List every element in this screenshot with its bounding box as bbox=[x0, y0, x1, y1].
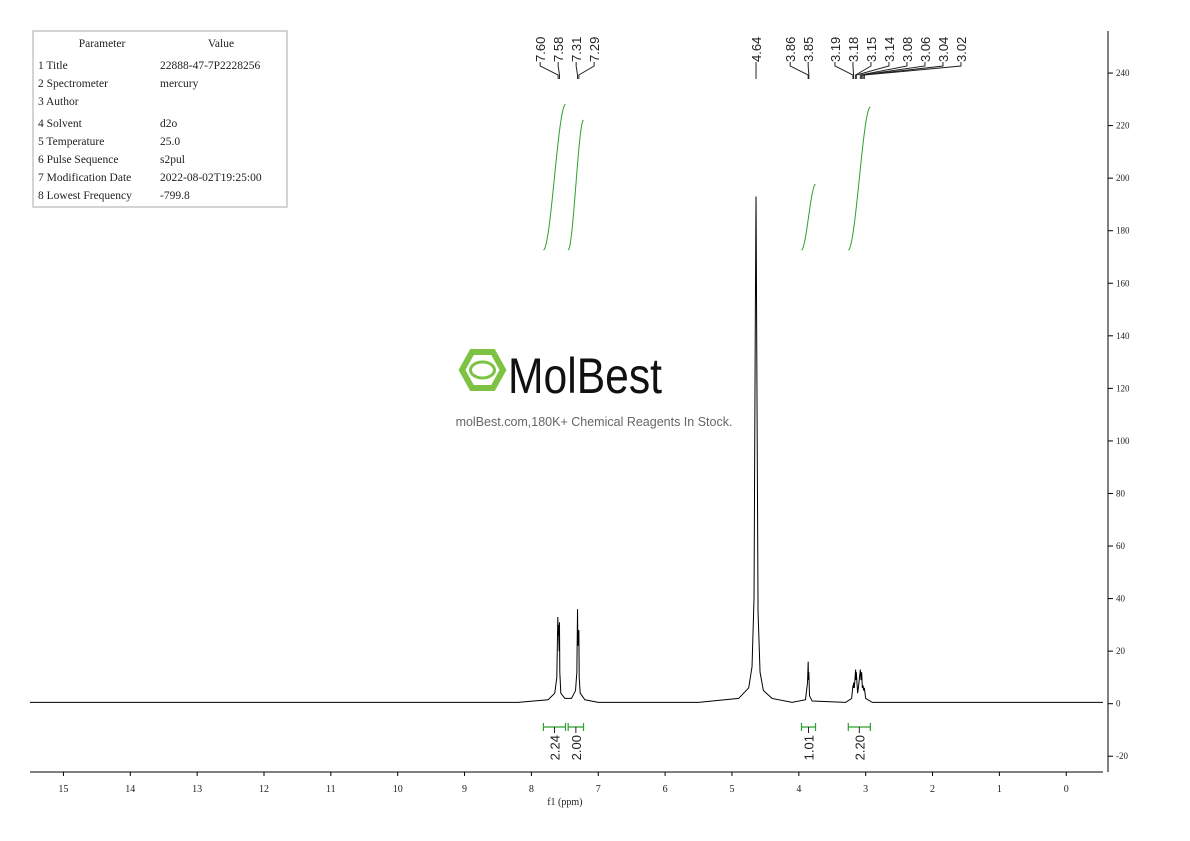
x-tick-label: 10 bbox=[393, 784, 403, 795]
peak-connector bbox=[859, 62, 908, 79]
peak-connector bbox=[578, 62, 595, 79]
logo-hexagon bbox=[458, 349, 507, 391]
peak-connector bbox=[539, 62, 559, 79]
peak-connector bbox=[834, 62, 854, 79]
x-tick-label: 0 bbox=[1064, 784, 1069, 795]
y-tick-label: 80 bbox=[1116, 488, 1126, 498]
logo-ring bbox=[469, 360, 496, 380]
integral-label: 2.24 bbox=[547, 735, 562, 760]
y-tick-label: 140 bbox=[1116, 331, 1130, 341]
integral-curve bbox=[848, 106, 871, 251]
integral-curve bbox=[543, 103, 566, 251]
y-tick-label: 0 bbox=[1116, 699, 1121, 709]
y-tick-label: 200 bbox=[1116, 173, 1130, 183]
peak-label: 3.18 bbox=[846, 37, 861, 62]
peak-label: 7.29 bbox=[587, 37, 602, 62]
integral-label: 2.00 bbox=[569, 735, 584, 760]
table-cell: mercury bbox=[160, 78, 199, 90]
peak-label: 3.85 bbox=[801, 37, 816, 62]
y-tick-label: 240 bbox=[1116, 68, 1130, 78]
y-tick-label: 100 bbox=[1116, 436, 1130, 446]
peak-label: 3.86 bbox=[783, 37, 798, 62]
integral-curve bbox=[801, 183, 816, 251]
peak-label: 3.15 bbox=[864, 37, 879, 62]
watermark: MolBest molBest.com,180K+ Chemical Reage… bbox=[456, 348, 733, 429]
x-tick-label: 2 bbox=[930, 784, 935, 795]
peak-label: 3.14 bbox=[882, 37, 897, 62]
peak-connector bbox=[855, 62, 872, 79]
table-cell: 6 Pulse Sequence bbox=[38, 154, 118, 166]
x-tick-label: 13 bbox=[192, 784, 202, 795]
y-tick-label: 120 bbox=[1116, 383, 1130, 393]
table-cell: 2 Spectrometer bbox=[38, 78, 108, 90]
peak-connector bbox=[575, 62, 579, 79]
peak-connector bbox=[861, 62, 926, 79]
peak-connector bbox=[557, 62, 560, 79]
peak-label: 7.58 bbox=[551, 37, 566, 62]
x-tick-label: 9 bbox=[462, 784, 467, 795]
table-header: Value bbox=[208, 38, 234, 50]
peak-label: 3.02 bbox=[954, 37, 969, 62]
x-tick-label: 12 bbox=[259, 784, 269, 795]
table-cell: 1 Title bbox=[38, 60, 68, 72]
integral-curve bbox=[567, 119, 584, 251]
peak-label: 3.06 bbox=[918, 37, 933, 62]
x-tick-label: 5 bbox=[729, 784, 734, 795]
peak-connector bbox=[855, 62, 890, 79]
table-cell: 25.0 bbox=[160, 136, 180, 148]
y-tick-label: 220 bbox=[1116, 121, 1130, 131]
y-tick-label: 60 bbox=[1116, 541, 1126, 551]
peak-label: 3.04 bbox=[936, 37, 951, 62]
peak-label: 7.31 bbox=[569, 37, 584, 62]
x-tick-label: 7 bbox=[596, 784, 601, 795]
x-tick-label: 11 bbox=[326, 784, 336, 795]
table-cell: 3 Author bbox=[38, 96, 79, 108]
peak-label: 4.64 bbox=[749, 37, 764, 62]
x-tick-label: 6 bbox=[663, 784, 668, 795]
peak-label: 3.08 bbox=[900, 37, 915, 62]
peak-connector bbox=[807, 62, 810, 79]
spectrum-line bbox=[30, 196, 1103, 703]
y-tick-label: 40 bbox=[1116, 594, 1126, 604]
table-cell: 7 Modification Date bbox=[38, 172, 131, 184]
peak-connector bbox=[852, 62, 855, 79]
x-tick-label: 4 bbox=[796, 784, 801, 795]
integral-label: 2.20 bbox=[852, 735, 867, 760]
y-tick-label: 160 bbox=[1116, 278, 1130, 288]
x-tick-label: 15 bbox=[58, 784, 68, 795]
peak-connector bbox=[863, 62, 962, 79]
table-cell: 22888-47-7P2228256 bbox=[160, 60, 261, 72]
x-axis-label: f1 (ppm) bbox=[547, 797, 582, 808]
table-cell: d2o bbox=[160, 118, 178, 130]
x-tick-label: 3 bbox=[863, 784, 868, 795]
y-tick-label: 180 bbox=[1116, 226, 1130, 236]
integral-label: 1.01 bbox=[802, 735, 817, 760]
parameter-box bbox=[32, 30, 288, 208]
x-tick-label: 8 bbox=[529, 784, 534, 795]
brand: MolBest bbox=[508, 348, 662, 404]
table-cell: s2pul bbox=[160, 154, 185, 166]
table-cell: 8 Lowest Frequency bbox=[38, 190, 132, 202]
peak-connector bbox=[789, 62, 809, 79]
peak-label: 3.19 bbox=[828, 37, 843, 62]
table-cell: 2022-08-02T19:25:00 bbox=[160, 172, 262, 184]
y-tick-label: -20 bbox=[1116, 751, 1128, 761]
x-tick-label: 1 bbox=[997, 784, 1002, 795]
x-tick-label: 14 bbox=[125, 784, 135, 795]
peak-connector bbox=[862, 62, 944, 79]
tagline: molBest.com,180K+ Chemical Reagents In S… bbox=[456, 415, 733, 429]
table-header: Parameter bbox=[79, 38, 126, 50]
table-cell: 4 Solvent bbox=[38, 118, 83, 130]
table-cell: -799.8 bbox=[160, 190, 190, 202]
peak-label: 7.60 bbox=[533, 37, 548, 62]
y-tick-label: 20 bbox=[1116, 646, 1126, 656]
table-cell: 5 Temperature bbox=[38, 136, 104, 148]
